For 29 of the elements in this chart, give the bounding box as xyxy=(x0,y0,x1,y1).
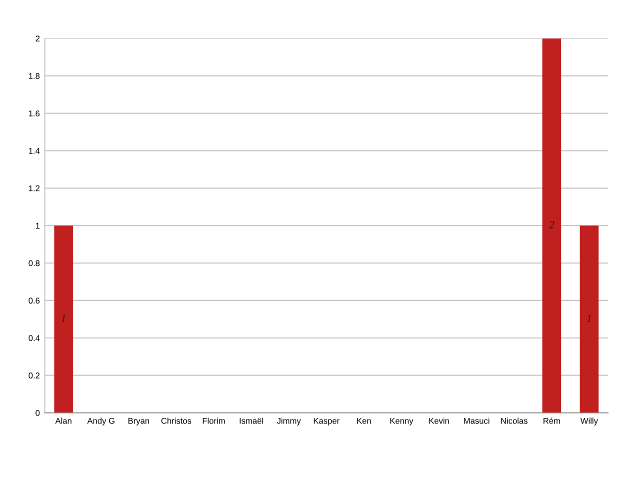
y-tick-label: 0.8 xyxy=(28,260,40,266)
y-tick-label: 2 xyxy=(36,36,40,42)
y-tick-label: 1.4 xyxy=(28,148,40,154)
y-tick-label: 1.8 xyxy=(28,73,40,79)
x-tick-label: Kevin xyxy=(429,418,449,424)
x-tick-label: Ismaël xyxy=(240,418,264,424)
x-tick-label: Kenny xyxy=(390,418,414,426)
y-tick-label: 1 xyxy=(36,222,40,229)
x-tick-label: Willy xyxy=(580,418,598,426)
y-tick-label: 0 xyxy=(36,410,40,416)
y-tick-label: 1.6 xyxy=(28,110,40,116)
data-label: 2 xyxy=(548,220,554,228)
data-label: 1 xyxy=(586,314,591,322)
x-tick-label: Jimmy xyxy=(276,418,301,426)
x-tick-label: Florim xyxy=(202,418,225,424)
y-tick-label: 0.2 xyxy=(28,372,40,378)
x-tick-label: Nicolas xyxy=(501,418,528,424)
x-tick-label: Rém xyxy=(544,418,560,424)
x-tick-label: Christos xyxy=(161,418,192,424)
data-label: 1 xyxy=(61,314,66,322)
x-tick-label: Masuci xyxy=(464,418,490,424)
x-tick-label: Ken xyxy=(357,418,371,424)
x-tick-label: Kasper xyxy=(314,418,340,426)
y-tick-label: 0.6 xyxy=(28,298,40,304)
y-tick-label: 0.4 xyxy=(28,335,40,342)
x-tick-label: Bryan xyxy=(128,418,150,426)
x-tick-label: Andy G xyxy=(87,418,114,426)
x-tick-label: Alan xyxy=(55,418,72,424)
y-tick-label: 1.2 xyxy=(28,185,40,192)
